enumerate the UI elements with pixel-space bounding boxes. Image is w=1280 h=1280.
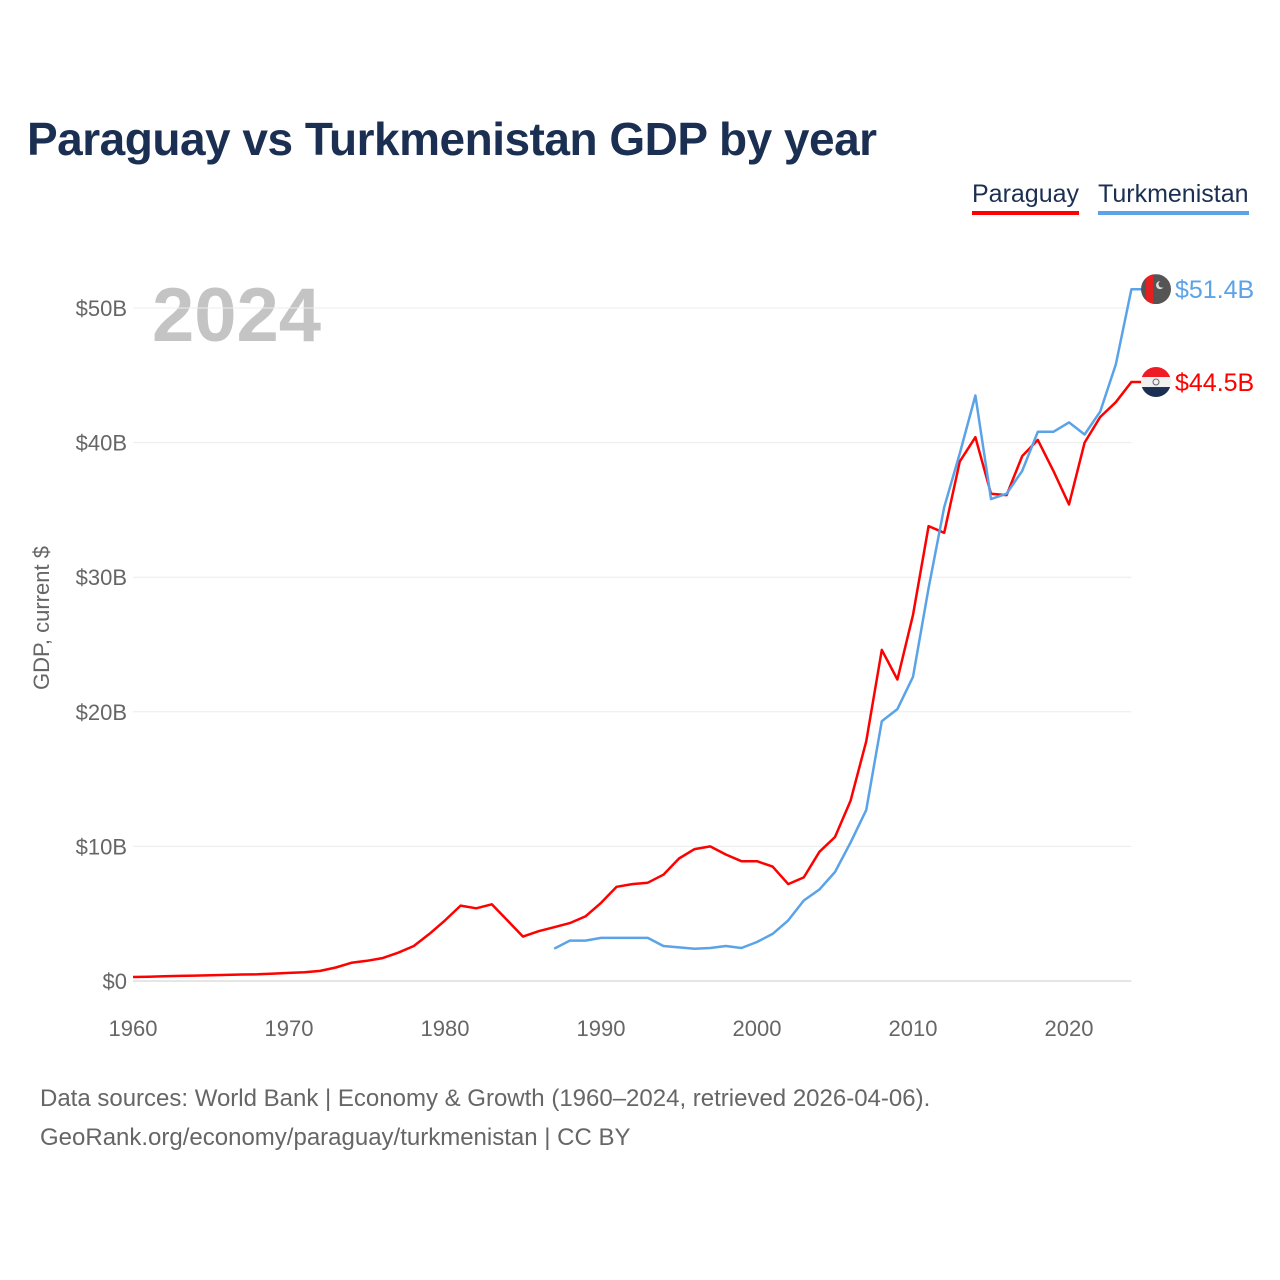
y-tick-label: $50B [76,296,127,321]
x-tick-label: 1980 [421,1016,470,1041]
turkmenistan-flag-icon [1141,274,1171,305]
y-tick-label: $0 [103,969,127,994]
x-tick-label: 2020 [1045,1016,1094,1041]
footer-url: GeoRank.org/economy/paraguay/turkmenista… [40,1124,631,1151]
legend-turkmenistan[interactable]: Turkmenistan [1098,180,1249,215]
x-tick-label: 2000 [733,1016,782,1041]
series-line-paraguay [132,380,1142,979]
paraguay-flag-icon [1141,367,1171,398]
y-tick-label: $20B [76,700,127,725]
footer-sources: Data sources: World Bank | Economy & Gro… [40,1085,931,1112]
x-tick-label: 1970 [265,1016,314,1041]
x-tick-label: 1960 [109,1016,158,1041]
y-tick-label: $40B [76,431,127,456]
chart-title: Paraguay vs Turkmenistan GDP by year [27,113,877,165]
x-tick-label: 2010 [889,1016,938,1041]
y-tick-label: $10B [76,834,127,859]
year-watermark: 2024 [152,273,322,358]
y-tick-label: $30B [76,565,127,590]
end-label-turkmenistan: $51.4B [1175,276,1254,304]
x-tick-label: 1990 [577,1016,626,1041]
legend-paraguay[interactable]: Paraguay [972,180,1080,215]
series-line-turkmenistan [553,287,1142,950]
end-label-paraguay: $44.5B [1175,369,1254,397]
